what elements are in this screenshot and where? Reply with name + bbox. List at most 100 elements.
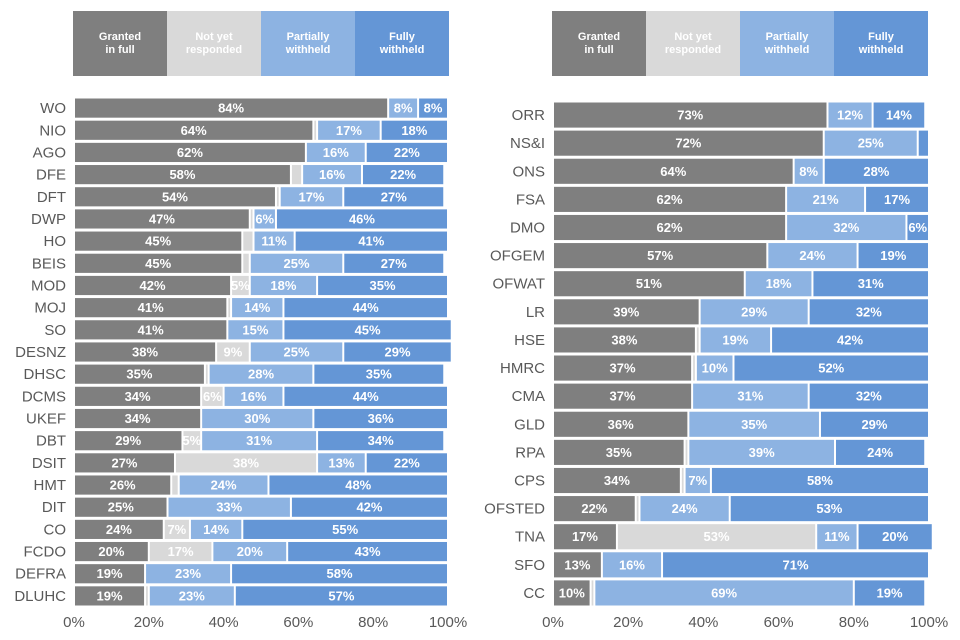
category-label: HMT: [34, 477, 67, 494]
bar-segment-notyet: [164, 519, 189, 539]
bar-segment-granted: [75, 187, 275, 207]
data-label: 22%: [394, 145, 420, 160]
chart-left: WO 84% 8% 8% NIO 64% 17% 18% AGO 62% 16% 22% DFE 58% 1…: [14, 98, 467, 631]
data-label: 35%: [606, 445, 632, 460]
bar-segment-full: [854, 580, 925, 606]
bar-segment-full: [866, 186, 928, 212]
category-label: ONS: [512, 163, 545, 180]
bar-segment-full: [284, 386, 447, 406]
category-label: DLUHC: [14, 588, 66, 605]
data-label: 54%: [162, 189, 188, 204]
data-label: 6%: [255, 211, 274, 226]
legend-item-partial: Partially withheld: [261, 11, 355, 76]
data-label: 52%: [818, 361, 844, 376]
bar-segment-notyet: [175, 453, 317, 473]
data-label: 47%: [149, 211, 175, 226]
data-label: 24%: [672, 501, 698, 516]
category-label: OFSTED: [484, 501, 545, 518]
data-label: 19%: [97, 588, 123, 603]
bar-segment-granted: [75, 386, 201, 406]
category-label: DBT: [36, 433, 66, 450]
x-tick-label: 60%: [764, 614, 794, 631]
bar-segment-granted: [75, 253, 242, 273]
bar-segment-full: [318, 431, 444, 451]
bar-segment-granted: [75, 364, 204, 384]
data-label: 32%: [856, 304, 882, 319]
data-label: 22%: [581, 501, 607, 516]
category-label: OFWAT: [493, 276, 546, 293]
bar-segment-granted: [75, 120, 313, 140]
data-label: 34%: [125, 411, 151, 426]
data-label: 32%: [833, 220, 859, 235]
data-label: 28%: [248, 367, 274, 382]
bar-segment-full: [318, 275, 447, 296]
data-label: 57%: [647, 248, 673, 263]
bar-segment-partial: [306, 142, 365, 163]
data-label: 11%: [261, 234, 287, 249]
bar-segment-granted: [554, 186, 786, 212]
data-label: 38%: [233, 455, 259, 470]
bar-segment-partial: [250, 253, 343, 273]
data-label: 45%: [355, 322, 381, 337]
data-label: 6%: [203, 389, 222, 404]
bar-segment-full: [858, 524, 932, 550]
bar-segment-full: [314, 364, 444, 384]
bar-segment-notyet: [276, 187, 279, 207]
category-label: DSIT: [32, 455, 66, 472]
bar-segment-granted: [75, 519, 163, 539]
bar-segment-full: [366, 142, 447, 163]
data-label: 58%: [807, 473, 833, 488]
data-label: 34%: [604, 473, 630, 488]
data-label: 72%: [675, 136, 701, 151]
data-label: 17%: [168, 544, 194, 559]
category-label: DIT: [42, 499, 66, 516]
bar-segment-full: [232, 564, 447, 584]
bar-segment-granted: [75, 475, 171, 495]
bar-segment-granted: [554, 355, 692, 381]
data-label: 18%: [270, 278, 296, 293]
data-label: 64%: [181, 123, 207, 138]
data-label: 29%: [384, 345, 410, 360]
data-label: 48%: [345, 478, 371, 493]
data-label: 16%: [619, 557, 645, 572]
data-label: 8%: [799, 164, 818, 179]
bar-segment-full: [734, 355, 928, 381]
data-label: 39%: [613, 304, 639, 319]
data-label: 14%: [886, 108, 912, 123]
bar-segment-granted: [554, 439, 684, 465]
data-label: 27%: [381, 189, 407, 204]
data-label: 44%: [353, 389, 379, 404]
data-label: 36%: [608, 417, 634, 432]
bar-segment-partial: [213, 541, 287, 562]
data-label: 73%: [677, 108, 703, 123]
category-label: DFT: [37, 189, 66, 206]
bar-segment-partial: [745, 271, 812, 297]
bar-segment-full: [711, 467, 928, 494]
data-label: 23%: [175, 566, 201, 581]
bar-segment-full: [772, 327, 928, 353]
bar-segment-granted: [75, 342, 216, 362]
bar-segment-full: [243, 519, 447, 539]
data-label: 20%: [98, 544, 124, 559]
data-label: 9%: [224, 345, 243, 360]
legend-item-notyet: Not yet responded: [646, 11, 740, 76]
bar-segment-notyet: [228, 298, 231, 318]
bar-segment-full: [276, 209, 447, 229]
category-label: CC: [523, 585, 545, 602]
data-label: 28%: [863, 164, 889, 179]
x-tick-label: 80%: [358, 614, 388, 631]
bar-segment-full: [836, 439, 925, 465]
bar-segment-granted: [554, 327, 695, 353]
data-label: 24%: [211, 478, 237, 493]
data-label: 18%: [401, 123, 427, 138]
bar-segment-full: [269, 475, 447, 495]
category-label: NIO: [39, 122, 66, 139]
bar-segment-granted: [554, 214, 786, 241]
bar-segment-full: [419, 98, 447, 118]
data-label: 24%: [799, 248, 825, 263]
data-label: 25%: [284, 345, 310, 360]
bar-segment-partial: [318, 120, 380, 140]
legend-item-full: Fully withheld: [355, 11, 449, 76]
category-label: CMA: [512, 388, 545, 405]
bar-segment-notyet: [681, 467, 684, 494]
